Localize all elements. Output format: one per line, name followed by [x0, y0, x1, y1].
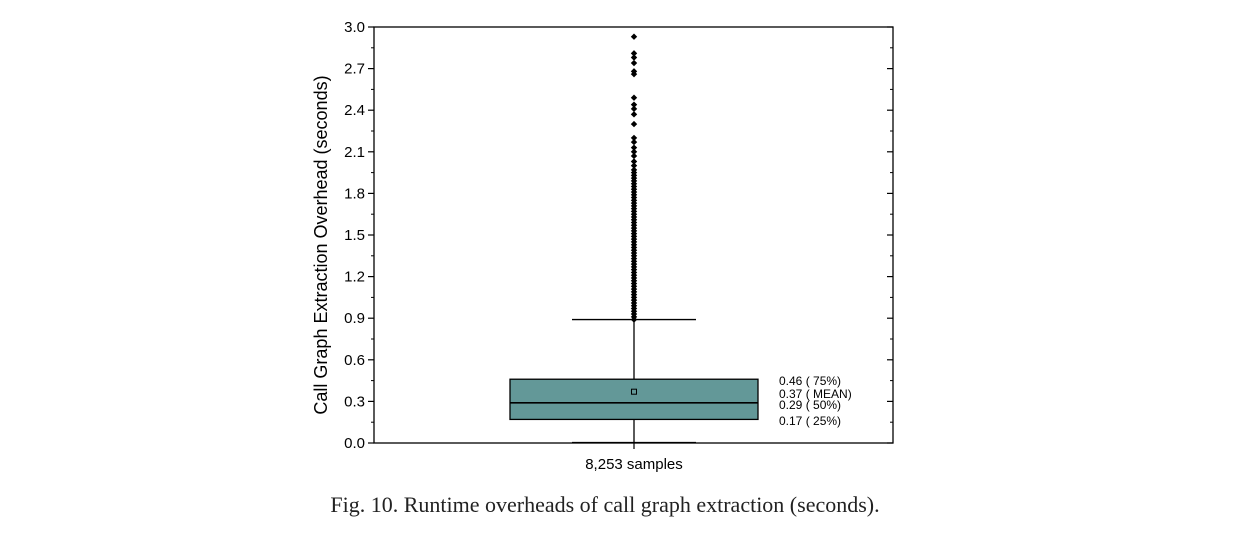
y-tick-label: 3.0 — [344, 19, 365, 36]
y-tick-label: 2.4 — [344, 102, 365, 119]
y-tick-label: 2.7 — [344, 61, 365, 78]
outlier-point — [630, 152, 638, 160]
box-annotation-label: 0.37 ( MEAN) — [779, 387, 852, 401]
outlier-point — [630, 148, 638, 155]
y-tick-label: 0.6 — [344, 352, 365, 369]
y-tick-label: 1.2 — [344, 269, 365, 286]
y-tick-label: 0.9 — [344, 310, 365, 327]
outlier-point — [630, 166, 638, 174]
outlier-point — [630, 111, 638, 118]
x-category-label: 8,253 samples — [585, 456, 683, 473]
box-annotation-label: 0.29 ( 50%) — [779, 398, 841, 412]
outlier-point — [630, 134, 638, 142]
y-tick-label: 1.5 — [344, 227, 365, 244]
outlier-point — [630, 105, 638, 113]
outlier-point — [630, 138, 638, 146]
y-axis-label-group: Call Graph Extraction Overhead (seconds) — [311, 75, 331, 414]
box-annotations: 0.46 ( 75%)0.37 ( MEAN)0.29 ( 50%) 0.17 (… — [779, 374, 852, 428]
outlier-point — [630, 120, 638, 128]
outlier-point — [630, 158, 638, 165]
y-tick-label: 2.1 — [344, 144, 365, 161]
figure-caption: Fig. 10. Runtime overheads of call graph… — [330, 492, 880, 517]
iqr-box — [509, 378, 759, 421]
mean-marker — [631, 388, 637, 395]
outlier-point — [630, 33, 638, 40]
outlier-point — [630, 101, 638, 108]
outlier-point — [630, 50, 638, 57]
outlier-point — [630, 68, 638, 75]
outlier-point — [630, 162, 638, 169]
y-tick-label: 1.8 — [344, 185, 365, 202]
y-axis-ticks: 0.0 0.3 0.6 0.9 1.2 1.5 1.8 2.1 2.4 2.7 3.0 — [344, 19, 893, 452]
plot-area — [373, 26, 894, 444]
outlier-point — [630, 94, 638, 101]
outlier-point — [630, 59, 638, 67]
outlier-point — [630, 144, 638, 151]
y-axis-label: Call Graph Extraction Overhead (seconds) — [311, 75, 331, 414]
box-annotation-label: 0.17 ( 25%) — [779, 414, 841, 428]
outlier-point — [630, 54, 638, 61]
box-annotation-label: 0.46 ( 75%) — [779, 374, 841, 388]
y-tick-label: 0.0 — [344, 435, 365, 452]
y-tick-label: 0.3 — [344, 393, 365, 410]
